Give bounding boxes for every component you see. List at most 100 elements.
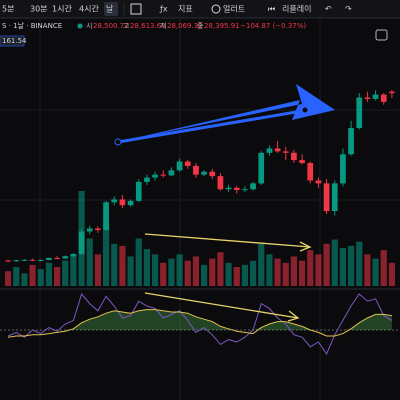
candle-body [184,161,191,166]
candle-body [37,259,44,261]
drawn-arrow [118,84,335,142]
volume-bar [307,250,314,286]
candle-body [70,253,77,257]
interval[interactable]: 30분 [30,5,48,14]
volume-bar [331,239,338,286]
indicator-icon: ƒx [159,5,168,14]
volume-bar [298,260,306,286]
interval[interactable]: 날 [106,4,114,14]
volume-bar [233,267,240,286]
high-value: 28,613.65 [130,22,166,30]
signal-area [8,309,392,330]
candle-body [389,91,395,94]
volume-bar [160,262,167,286]
candle-body [193,165,199,175]
candle-body [364,97,371,99]
volume-bar [258,243,265,286]
candle-body [95,228,101,230]
volume-bar [176,254,183,286]
candle-body [348,128,354,155]
volume-bar [151,254,159,286]
candle-body [29,259,36,261]
collapse-button[interactable] [375,29,388,41]
chart-type-icon[interactable] [130,3,142,15]
candle-body [13,260,20,262]
volume-bar [37,269,44,286]
volume-bar [119,245,126,286]
volume-bar [241,264,249,286]
candle-body [111,199,118,203]
volume-bar [127,256,134,286]
alert-button[interactable]: 얼러트 [223,4,245,14]
replay-button[interactable]: 리플레이 [282,4,311,14]
candle-body [5,260,11,262]
candle-body [46,257,52,260]
candle-body [160,174,167,176]
volume-bar [225,262,232,286]
candle-body [168,170,175,176]
volume-bar [266,254,273,286]
volume-bar [21,273,28,286]
toolbar [0,0,400,18]
candle-body [307,162,314,181]
candle-body [103,202,109,230]
rsi-line [7,292,393,356]
volume-bar [364,254,371,286]
arrow-handle[interactable] [114,138,122,146]
volume-bar [192,256,200,286]
price-tag: 161.54 [2,37,27,45]
alert-icon [211,4,221,14]
candle-body [201,171,207,175]
candle-body [250,183,256,190]
volume-bar [94,254,102,286]
volume-bar [86,238,93,286]
volume-bar [70,254,77,286]
candle-body [315,180,322,184]
volume-bar [53,267,61,286]
candle-body [340,154,346,184]
volume-bar [282,262,289,286]
candle-body [266,148,273,153]
volume-bar [356,241,363,286]
volume-bar [274,258,281,286]
interval[interactable]: 4시간 [79,4,99,14]
candle-body [209,171,216,177]
candle-body [299,160,305,163]
redo[interactable]: ↷ [345,5,352,14]
symbol: S · 1날 · BINANCE [2,21,62,30]
low-value: 28,069.32 [167,22,203,30]
volume-bar [347,245,355,286]
candle-body [176,161,183,171]
arrow-handle[interactable] [301,106,309,114]
signal-line [8,309,392,338]
indicators-button[interactable]: 지표 [178,5,193,14]
volume-bar [102,222,110,286]
high-label: 고 [123,22,130,30]
candle-body [380,94,387,102]
volume-bar [380,250,387,286]
trend-arrow-head [299,241,312,252]
drawn-arrow-line [117,109,303,144]
candle-body [78,231,85,254]
candle-body [21,259,28,261]
close-label: 종 [197,22,204,30]
interval[interactable]: 5분 [2,5,14,14]
trend-arrow [144,292,299,319]
candle-body [135,181,142,201]
candle-body [54,257,60,259]
market-status [77,23,83,29]
volume-bar [372,258,379,286]
interval[interactable]: 1시간 [52,4,72,14]
candle-body [86,228,93,232]
trend-arrow-head [287,310,300,322]
candle-body [217,176,224,190]
close-value: 28,395.91 [204,22,240,30]
candle-body [119,199,126,206]
undo[interactable]: ↶ [324,5,332,14]
candle-body [274,148,281,152]
candle-body [372,94,379,99]
volume-bar [13,267,20,286]
volume-bar [168,258,175,286]
